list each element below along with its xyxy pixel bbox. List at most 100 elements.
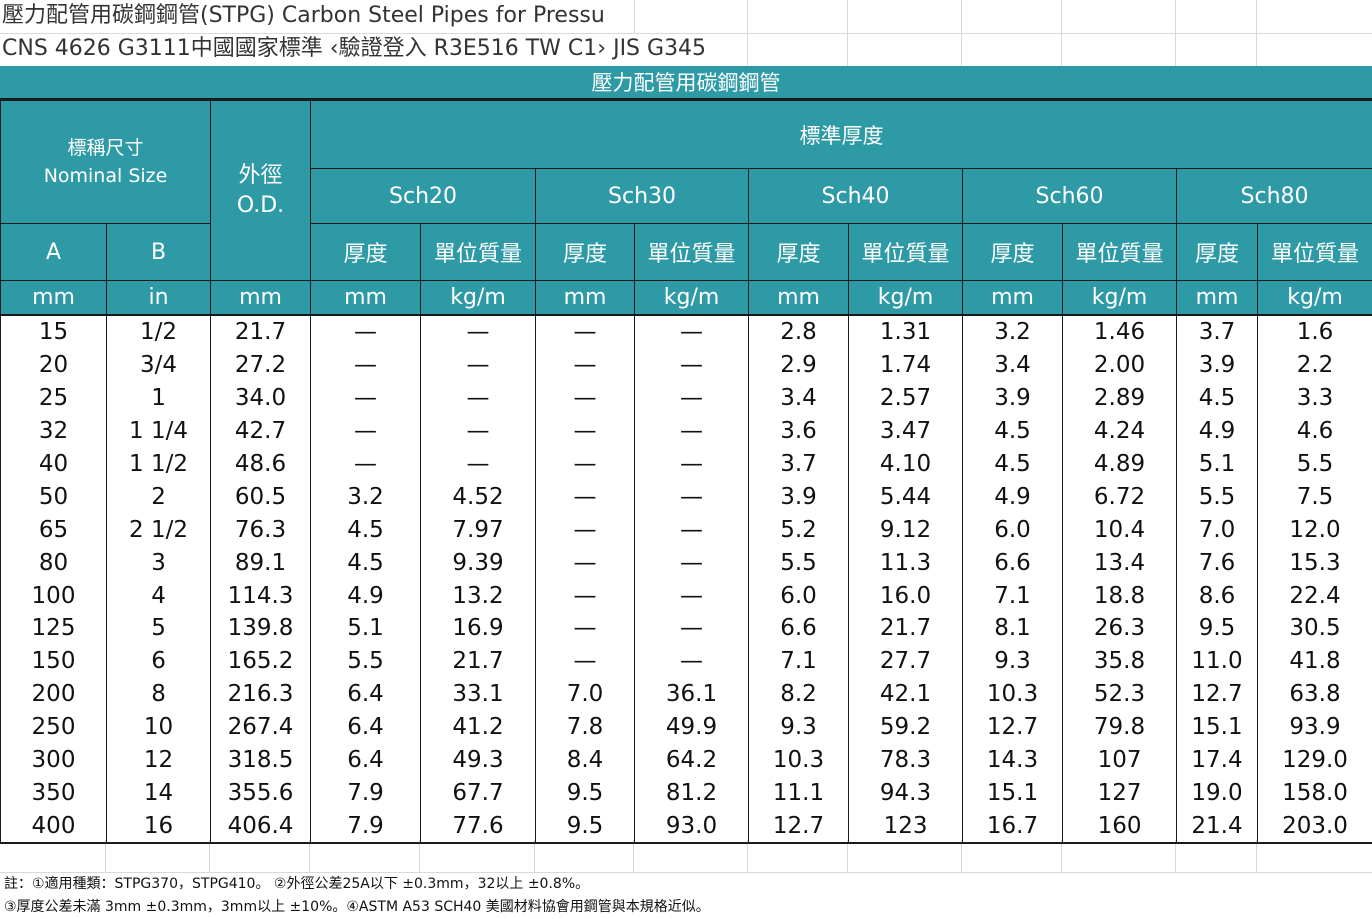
- cell-sch60-mass[interactable]: 2.89: [1062, 381, 1178, 415]
- unit-b[interactable]: in: [105, 280, 212, 316]
- sch80-mass-header[interactable]: 單位質量: [1257, 223, 1372, 281]
- unit-sch80-thickness[interactable]: mm: [1176, 280, 1259, 316]
- cell-sch30-thickness[interactable]: —: [535, 513, 636, 547]
- cell-size-b[interactable]: 2 1/2: [105, 513, 212, 547]
- cell-sch20-mass[interactable]: 21.7: [420, 644, 537, 678]
- cell-sch40-thickness[interactable]: 6.0: [748, 579, 850, 613]
- cell-sch40-thickness[interactable]: 3.4: [748, 381, 850, 415]
- cell-sch30-mass[interactable]: —: [634, 480, 750, 514]
- cell-sch80-thickness[interactable]: 11.0: [1176, 644, 1259, 678]
- cell-sch20-thickness[interactable]: —: [310, 315, 422, 349]
- sch40-mass-header[interactable]: 單位質量: [848, 223, 964, 281]
- cell-size-b[interactable]: 1 1/2: [105, 447, 212, 481]
- cell-sch60-mass[interactable]: 2.00: [1062, 348, 1178, 382]
- sheet-subtitle[interactable]: CNS 4626 G3111中國國家標準 ‹驗證登入 R3E516 TW C1›…: [2, 36, 707, 61]
- unit-sch20-thickness[interactable]: mm: [310, 280, 422, 316]
- cell-sch40-mass[interactable]: 123: [848, 809, 964, 845]
- cell-od[interactable]: 406.4: [210, 809, 312, 845]
- cell-sch20-thickness[interactable]: 3.2: [310, 480, 422, 514]
- cell-size-b[interactable]: 12: [105, 743, 212, 777]
- cell-sch40-mass[interactable]: 94.3: [848, 776, 964, 810]
- cell-sch30-mass[interactable]: 81.2: [634, 776, 750, 810]
- cell-sch40-thickness[interactable]: 12.7: [748, 809, 850, 845]
- cell-sch60-mass[interactable]: 35.8: [1062, 644, 1178, 678]
- cell-od[interactable]: 165.2: [210, 644, 312, 678]
- cell-sch60-thickness[interactable]: 4.9: [962, 480, 1064, 514]
- sch60-header[interactable]: Sch60: [962, 168, 1178, 224]
- cell-sch20-thickness[interactable]: 6.4: [310, 743, 422, 777]
- cell-sch20-thickness[interactable]: 5.1: [310, 612, 422, 645]
- cell-sch60-mass[interactable]: 18.8: [1062, 579, 1178, 613]
- sch80-header[interactable]: Sch80: [1176, 168, 1372, 224]
- cell-od[interactable]: 139.8: [210, 612, 312, 645]
- cell-sch40-mass[interactable]: 4.10: [848, 447, 964, 481]
- cell-size-a[interactable]: 300: [0, 743, 107, 777]
- cell-size-a[interactable]: 80: [0, 546, 107, 580]
- cell-size-a[interactable]: 100: [0, 579, 107, 613]
- cell-sch60-mass[interactable]: 52.3: [1062, 677, 1178, 711]
- cell-sch60-mass[interactable]: 4.89: [1062, 447, 1178, 481]
- cell-sch20-mass[interactable]: 33.1: [420, 677, 537, 711]
- cell-sch30-mass[interactable]: 93.0: [634, 809, 750, 845]
- cell-sch80-mass[interactable]: 41.8: [1257, 644, 1372, 678]
- cell-sch80-mass[interactable]: 158.0: [1257, 776, 1372, 810]
- cell-sch30-mass[interactable]: —: [634, 579, 750, 613]
- cell-sch20-thickness[interactable]: 7.9: [310, 809, 422, 845]
- cell-sch30-thickness[interactable]: 9.5: [535, 776, 636, 810]
- cell-sch40-thickness[interactable]: 7.1: [748, 644, 850, 678]
- cell-sch20-mass[interactable]: —: [420, 348, 537, 382]
- cell-sch30-thickness[interactable]: —: [535, 414, 636, 448]
- cell-sch80-thickness[interactable]: 5.5: [1176, 480, 1259, 514]
- sch30-mass-header[interactable]: 單位質量: [634, 223, 750, 281]
- cell-sch80-thickness[interactable]: 12.7: [1176, 677, 1259, 711]
- sch30-thickness-header[interactable]: 厚度: [535, 223, 636, 281]
- od-header[interactable]: 外徑 O.D.: [210, 100, 312, 281]
- cell-sch30-mass[interactable]: —: [634, 381, 750, 415]
- cell-size-a[interactable]: 200: [0, 677, 107, 711]
- cell-sch20-mass[interactable]: 7.97: [420, 513, 537, 547]
- cell-sch60-thickness[interactable]: 14.3: [962, 743, 1064, 777]
- cell-sch80-thickness[interactable]: 4.5: [1176, 381, 1259, 415]
- cell-sch30-thickness[interactable]: 9.5: [535, 809, 636, 845]
- cell-sch30-mass[interactable]: 36.1: [634, 677, 750, 711]
- cell-sch40-mass[interactable]: 16.0: [848, 579, 964, 613]
- cell-sch30-mass[interactable]: —: [634, 644, 750, 678]
- cell-od[interactable]: 114.3: [210, 579, 312, 613]
- cell-size-a[interactable]: 150: [0, 644, 107, 678]
- unit-sch60-thickness[interactable]: mm: [962, 280, 1064, 316]
- cell-sch40-thickness[interactable]: 2.8: [748, 315, 850, 349]
- cell-sch80-thickness[interactable]: 5.1: [1176, 447, 1259, 481]
- cell-sch30-mass[interactable]: —: [634, 348, 750, 382]
- cell-sch30-thickness[interactable]: —: [535, 381, 636, 415]
- cell-od[interactable]: 27.2: [210, 348, 312, 382]
- cell-sch40-mass[interactable]: 5.44: [848, 480, 964, 514]
- cell-size-b[interactable]: 8: [105, 677, 212, 711]
- cell-sch40-mass[interactable]: 42.1: [848, 677, 964, 711]
- cell-od[interactable]: 89.1: [210, 546, 312, 580]
- sch20-thickness-header[interactable]: 厚度: [310, 223, 422, 281]
- cell-sch80-thickness[interactable]: 19.0: [1176, 776, 1259, 810]
- cell-sch20-thickness[interactable]: 4.9: [310, 579, 422, 613]
- cell-size-b[interactable]: 1 1/4: [105, 414, 212, 448]
- cell-sch30-thickness[interactable]: —: [535, 546, 636, 580]
- cell-od[interactable]: 216.3: [210, 677, 312, 711]
- cell-sch40-mass[interactable]: 11.3: [848, 546, 964, 580]
- cell-sch30-thickness[interactable]: —: [535, 480, 636, 514]
- cell-sch40-thickness[interactable]: 5.5: [748, 546, 850, 580]
- cell-sch80-mass[interactable]: 12.0: [1257, 513, 1372, 547]
- cell-sch60-thickness[interactable]: 4.5: [962, 414, 1064, 448]
- cell-size-b[interactable]: 3/4: [105, 348, 212, 382]
- cell-sch80-thickness[interactable]: 3.7: [1176, 315, 1259, 349]
- cell-sch30-mass[interactable]: 49.9: [634, 710, 750, 744]
- cell-sch30-thickness[interactable]: —: [535, 644, 636, 678]
- cell-size-a[interactable]: 20: [0, 348, 107, 382]
- cell-sch20-mass[interactable]: —: [420, 315, 537, 349]
- cell-sch30-mass[interactable]: 64.2: [634, 743, 750, 777]
- cell-sch60-thickness[interactable]: 6.0: [962, 513, 1064, 547]
- cell-sch60-thickness[interactable]: 10.3: [962, 677, 1064, 711]
- cell-sch80-thickness[interactable]: 21.4: [1176, 809, 1259, 845]
- cell-sch80-thickness[interactable]: 3.9: [1176, 348, 1259, 382]
- cell-size-a[interactable]: 50: [0, 480, 107, 514]
- cell-sch60-mass[interactable]: 1.46: [1062, 315, 1178, 349]
- cell-sch40-mass[interactable]: 9.12: [848, 513, 964, 547]
